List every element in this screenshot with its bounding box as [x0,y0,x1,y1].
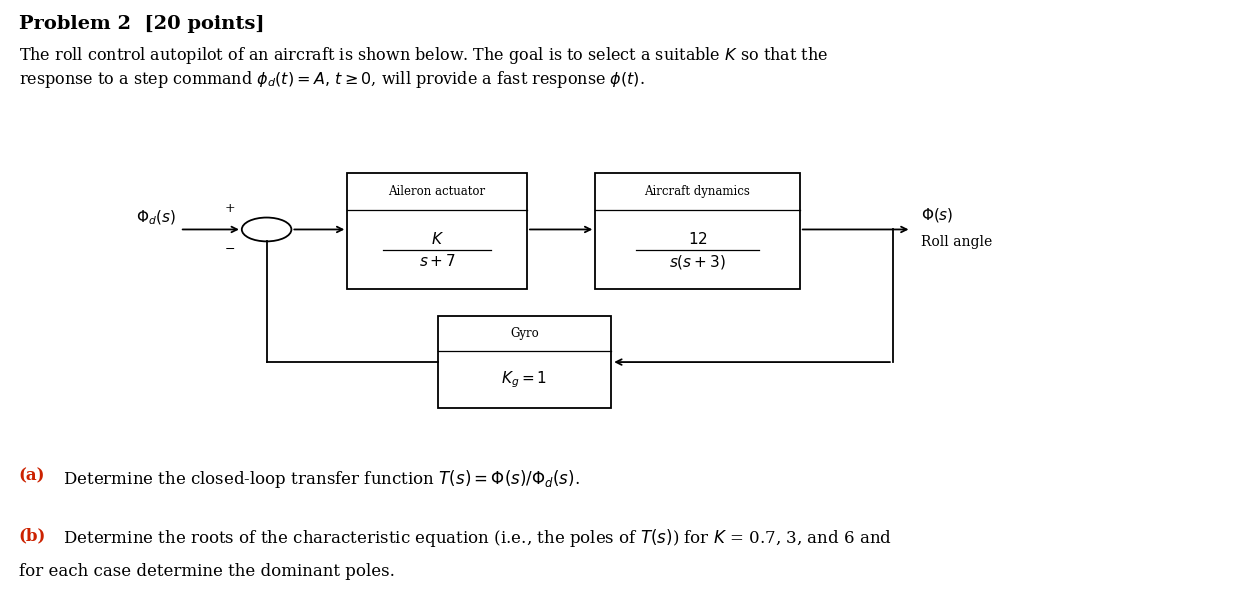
Text: $s(s+3)$: $s(s+3)$ [670,253,725,271]
Text: $K_g=1$: $K_g=1$ [501,370,548,390]
Text: (b): (b) [19,527,46,545]
Text: Gyro: Gyro [510,327,539,340]
Text: (a): (a) [19,468,45,485]
Text: $\Phi_d(s)$: $\Phi_d(s)$ [136,209,176,227]
Text: Determine the closed-loop transfer function $T(s) = \Phi(s)/\Phi_d(s)$.: Determine the closed-loop transfer funct… [58,468,580,490]
Text: $s+7$: $s+7$ [419,253,455,269]
Bar [595,173,800,289]
Text: −: − [226,243,236,256]
Text: $K$: $K$ [430,231,444,247]
Bar [438,316,611,408]
Text: $12$: $12$ [688,231,707,247]
Text: $\Phi(s)$: $\Phi(s)$ [921,206,954,224]
Bar [347,173,527,289]
Text: response to a step command $\phi_d(t) = A,\, t \geq 0$, will provide a fast resp: response to a step command $\phi_d(t) = … [19,69,645,89]
Text: Aircraft dynamics: Aircraft dynamics [645,185,750,198]
Text: Aileron actuator: Aileron actuator [388,185,486,198]
Text: The roll control autopilot of an aircraft is shown below. The goal is to select : The roll control autopilot of an aircraf… [19,45,828,66]
Text: +: + [224,202,236,215]
Text: for each case determine the dominant poles.: for each case determine the dominant pol… [19,563,394,581]
Text: Determine the roots of the characteristic equation (i.e., the poles of $T(s)$) f: Determine the roots of the characteristi… [58,527,893,550]
Text: Roll angle: Roll angle [921,235,992,249]
Text: Problem 2  [20 points]: Problem 2 [20 points] [19,15,264,33]
